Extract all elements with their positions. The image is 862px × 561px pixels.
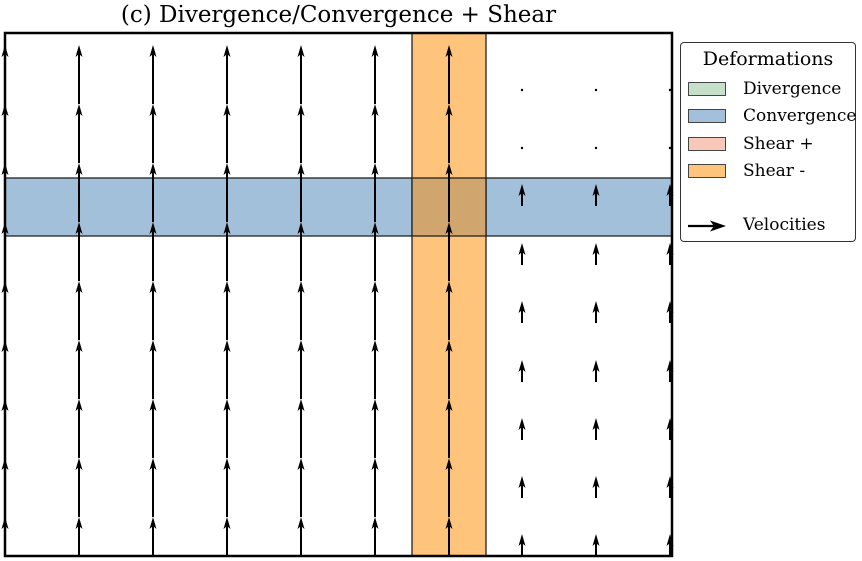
velocity-arrow-short — [592, 301, 600, 323]
velocity-arrow-short — [518, 184, 526, 206]
velocity-arrow — [297, 399, 305, 458]
velocity-arrow — [297, 281, 305, 340]
velocity-arrow — [445, 517, 453, 556]
velocity-arrow — [149, 281, 157, 340]
legend-item-convergence: Convergence — [688, 106, 856, 126]
velocity-arrow — [149, 399, 157, 458]
legend-item-velocities: Velocities — [688, 215, 825, 235]
velocity-arrow — [223, 399, 231, 458]
velocity-arrow — [445, 340, 453, 399]
velocity-arrow — [371, 281, 379, 340]
legend-label-convergence: Convergence — [743, 106, 857, 126]
velocity-arrow — [149, 45, 157, 104]
velocity-arrow-short — [592, 476, 600, 498]
velocity-arrow — [223, 281, 231, 340]
legend-label-divergence: Divergence — [743, 79, 842, 99]
velocity-arrow — [149, 163, 157, 222]
velocity-arrow-short — [592, 184, 600, 206]
velocity-arrow — [445, 163, 453, 222]
legend: Deformations Divergence Convergence Shea… — [680, 42, 856, 242]
velocity-arrow-short — [518, 418, 526, 440]
velocity-dot — [520, 88, 524, 92]
velocity-arrow — [371, 399, 379, 458]
velocity-arrow — [297, 45, 305, 104]
velocity-arrow — [371, 517, 379, 556]
velocity-arrow — [149, 517, 157, 556]
velocity-arrow — [75, 458, 83, 517]
velocity-arrow — [297, 104, 305, 163]
velocity-arrow — [75, 104, 83, 163]
velocity-dot — [668, 88, 672, 92]
velocity-arrow — [445, 399, 453, 458]
velocity-arrow-short — [592, 418, 600, 440]
velocity-arrow — [223, 104, 231, 163]
velocity-arrow — [445, 104, 453, 163]
velocity-arrow — [297, 340, 305, 399]
velocity-arrow — [75, 45, 83, 104]
velocity-arrow-short — [518, 301, 526, 323]
velocity-arrow — [149, 104, 157, 163]
velocity-arrow — [75, 163, 83, 222]
shear-minus-swatch — [688, 164, 726, 178]
velocity-dot — [594, 146, 598, 150]
legend-label-shear-minus: Shear - — [743, 161, 806, 181]
velocity-arrow-short — [518, 243, 526, 265]
velocity-arrow — [223, 458, 231, 517]
velocity-arrow — [297, 458, 305, 517]
velocity-arrow — [371, 458, 379, 517]
velocity-arrow — [149, 458, 157, 517]
velocity-arrow — [223, 340, 231, 399]
velocity-arrow — [371, 340, 379, 399]
legend-label-velocities: Velocities — [743, 215, 826, 235]
velocity-dot — [520, 146, 524, 150]
velocity-arrow — [223, 45, 231, 104]
legend-item-shear-minus: Shear - — [688, 161, 805, 181]
velocity-arrow — [445, 458, 453, 517]
convergence-band — [4, 177, 673, 237]
velocity-arrow — [223, 163, 231, 222]
velocity-arrow-short — [592, 534, 600, 556]
divergence-swatch — [688, 82, 726, 96]
velocity-arrow-short — [592, 243, 600, 265]
velocity-arrows — [1, 45, 674, 556]
velocity-arrow — [371, 222, 379, 281]
plot-frame — [3, 31, 674, 558]
velocity-arrow — [149, 340, 157, 399]
velocity-arrow — [371, 45, 379, 104]
legend-item-shear-plus: Shear + — [688, 134, 814, 154]
velocity-dot — [594, 88, 598, 92]
velocity-arrow — [149, 222, 157, 281]
velocity-arrow — [75, 517, 83, 556]
diagram-title: (c) Divergence/Convergence + Shear — [120, 2, 557, 28]
legend-label-shear-plus: Shear + — [743, 134, 814, 154]
velocity-arrow — [75, 281, 83, 340]
velocity-arrow — [75, 222, 83, 281]
legend-item-divergence: Divergence — [688, 79, 841, 99]
velocity-arrow-short — [518, 534, 526, 556]
velocity-dot — [668, 146, 672, 150]
velocity-arrow — [445, 222, 453, 281]
velocity-arrow — [75, 399, 83, 458]
velocity-arrow-icon — [688, 218, 726, 232]
velocity-arrow — [445, 45, 453, 104]
velocity-arrow — [297, 163, 305, 222]
velocity-arrow — [297, 222, 305, 281]
velocity-arrow — [297, 517, 305, 556]
velocity-arrow — [75, 340, 83, 399]
velocity-arrow — [371, 104, 379, 163]
velocity-arrow-short — [518, 360, 526, 382]
convergence-swatch — [688, 109, 726, 123]
velocity-arrow — [223, 222, 231, 281]
velocity-arrow-short — [518, 476, 526, 498]
legend-title: Deformations — [702, 48, 834, 70]
velocity-arrow-short — [592, 360, 600, 382]
velocity-arrow — [445, 281, 453, 340]
velocity-arrow — [371, 163, 379, 222]
shear-plus-swatch — [688, 137, 726, 151]
velocity-arrow — [223, 517, 231, 556]
